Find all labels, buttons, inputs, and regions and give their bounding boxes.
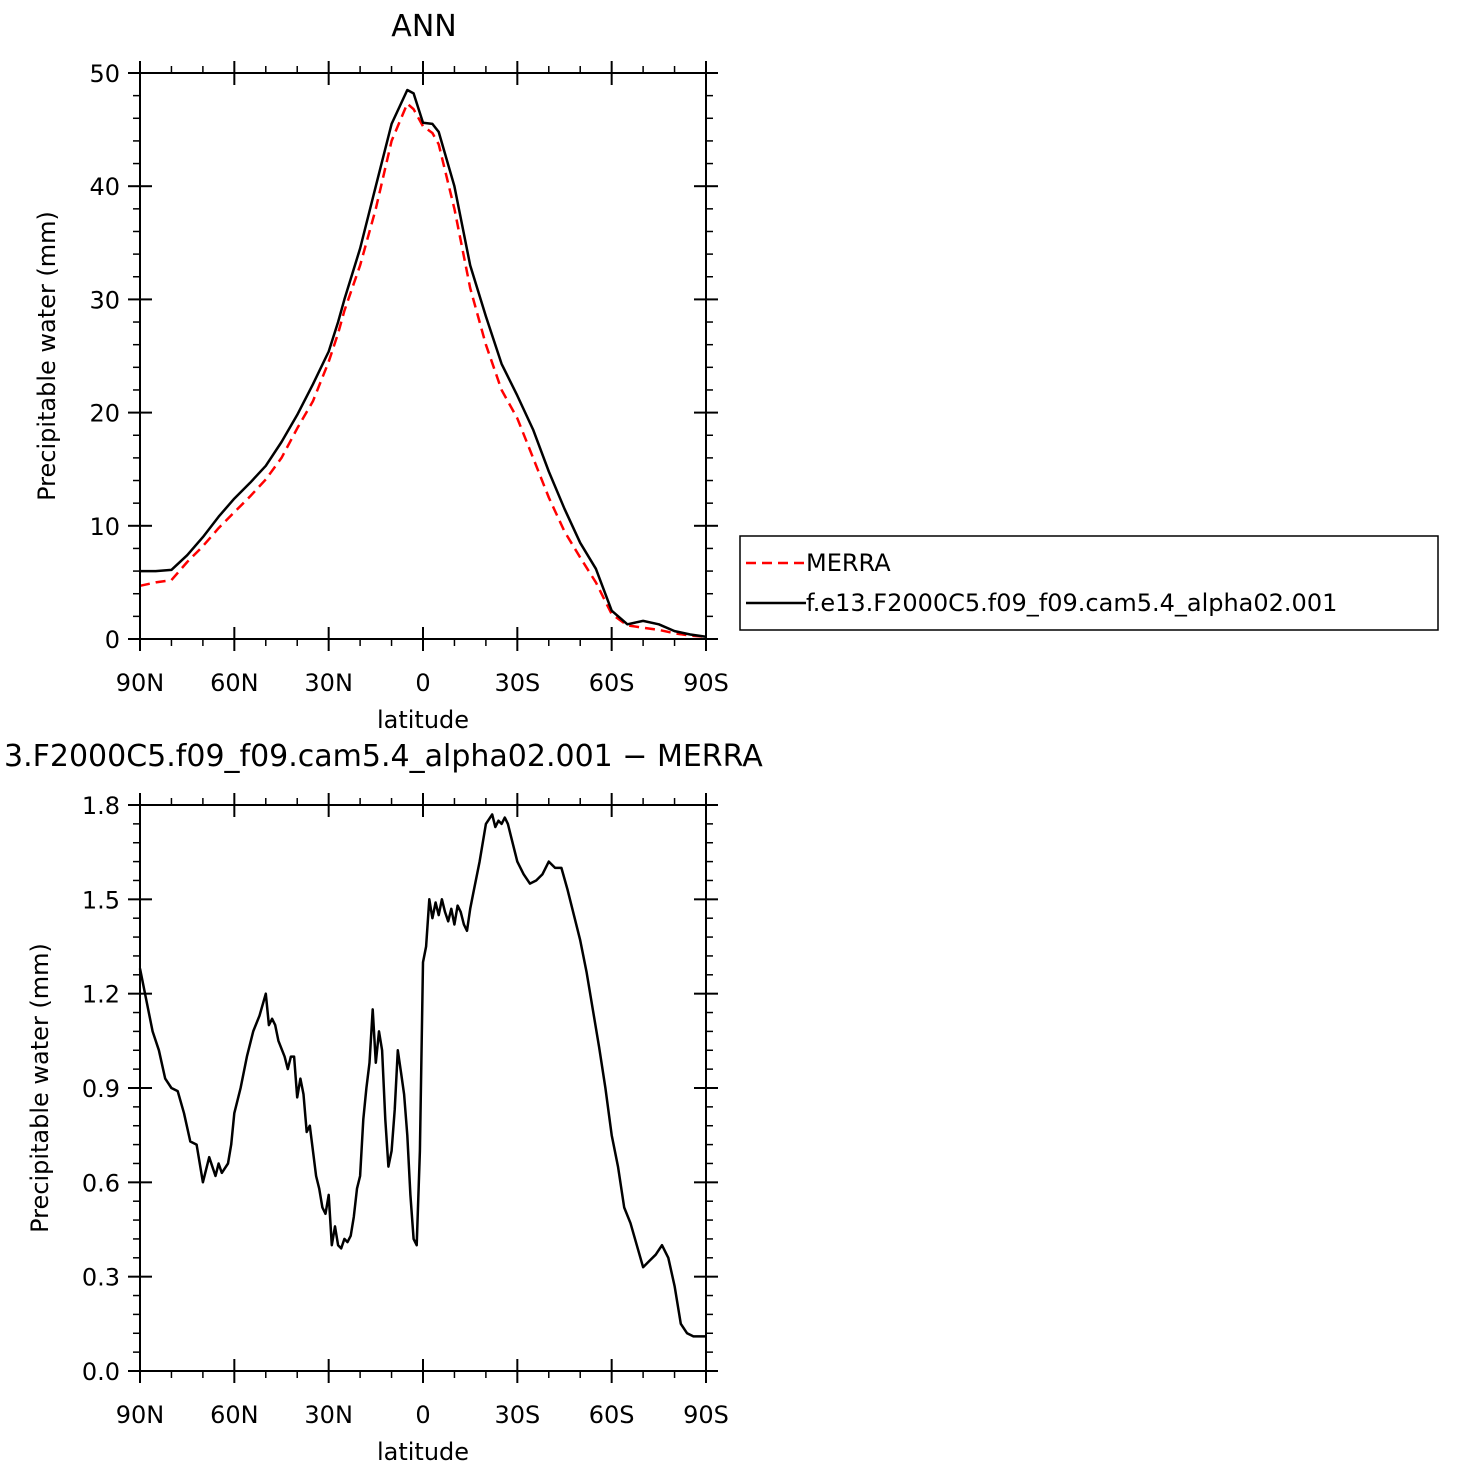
x-tick-label: 0 bbox=[415, 669, 430, 697]
legend: MERRA f.e13.F2000C5.f09_f09.cam5.4_alpha… bbox=[739, 535, 1439, 631]
y-tick-label: 1.8 bbox=[82, 792, 120, 820]
legend-box bbox=[739, 535, 1439, 631]
y-tick-label: 50 bbox=[89, 60, 120, 88]
x-tick-label: 90S bbox=[683, 1401, 729, 1429]
x-tick-label: 60N bbox=[210, 1401, 259, 1429]
y-tick-label: 0.9 bbox=[82, 1075, 120, 1103]
top-plot-frame bbox=[139, 72, 707, 640]
x-tick-label: 30N bbox=[304, 669, 353, 697]
bottom-ticks: 90N 60N 30N 0 30S 60S 90S 0.0 0.3 0.6 0.9 1.2 1.5 1.8 bbox=[82, 792, 729, 1429]
series-line-model bbox=[140, 88, 707, 638]
y-tick-label: 10 bbox=[89, 513, 120, 541]
x-tick-label: 30N bbox=[304, 1401, 353, 1429]
y-tick-label: 0.0 bbox=[82, 1358, 120, 1386]
y-tick-label: 0.3 bbox=[82, 1264, 120, 1292]
y-tick-label: 20 bbox=[89, 400, 120, 428]
x-tick-label: 30S bbox=[494, 669, 540, 697]
bottom-panel: 3.F2000C5.f09_f09.cam5.4_alpha02.001 − M… bbox=[4, 739, 763, 1466]
x-tick-label: 0 bbox=[415, 1401, 430, 1429]
x-tick-label: 60N bbox=[210, 669, 259, 697]
top-lines bbox=[139, 88, 707, 638]
legend-merra-label: MERRA bbox=[806, 549, 891, 577]
y-tick-label: 30 bbox=[89, 286, 120, 314]
series-line-difference bbox=[138, 813, 706, 1338]
top-ticks: 90N 60N 30N 0 30S 60S 90S 0 10 20 30 40 50 bbox=[89, 60, 728, 697]
bottom-plot-frame bbox=[139, 804, 707, 1372]
x-tick-label: 90S bbox=[683, 669, 729, 697]
top-title: ANN bbox=[391, 9, 456, 44]
x-tick-label: 90N bbox=[116, 1401, 165, 1429]
y-tick-label: 0.6 bbox=[82, 1169, 120, 1197]
top-panel: ANN 90N 60N 30N 0 30S 60S 90S 0 10 20 30 40 50 latit… bbox=[33, 9, 729, 734]
x-tick-label: 30S bbox=[494, 1401, 540, 1429]
bottom-y-axis-label: Precipitable water (mm) bbox=[26, 943, 54, 1233]
series-line-merra bbox=[139, 102, 707, 638]
bottom-title: 3.F2000C5.f09_f09.cam5.4_alpha02.001 − M… bbox=[4, 739, 763, 774]
bottom-x-axis-label: latitude bbox=[377, 1438, 469, 1466]
y-tick-label: 1.5 bbox=[82, 886, 120, 914]
y-tick-label: 0 bbox=[105, 626, 120, 654]
bottom-lines bbox=[138, 813, 706, 1338]
x-tick-label: 90N bbox=[116, 669, 165, 697]
x-tick-label: 60S bbox=[589, 669, 635, 697]
top-x-axis-label: latitude bbox=[377, 706, 469, 734]
x-tick-label: 60S bbox=[589, 1401, 635, 1429]
top-y-axis-label: Precipitable water (mm) bbox=[33, 211, 61, 501]
y-tick-label: 40 bbox=[89, 173, 120, 201]
y-tick-label: 1.2 bbox=[82, 981, 120, 1009]
legend-model-label: f.e13.F2000C5.f09_f09.cam5.4_alpha02.001 bbox=[806, 589, 1337, 617]
